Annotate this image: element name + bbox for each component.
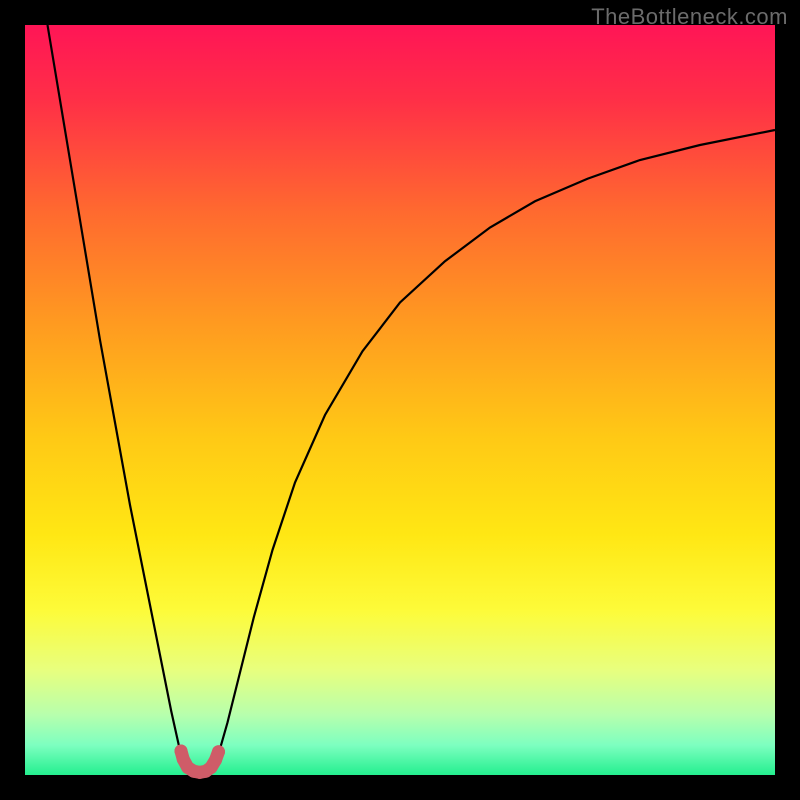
chart-container: TheBottleneck.com xyxy=(0,0,800,800)
watermark-text: TheBottleneck.com xyxy=(591,4,788,30)
plot-background xyxy=(25,25,775,775)
bottleneck-chart xyxy=(0,0,800,800)
